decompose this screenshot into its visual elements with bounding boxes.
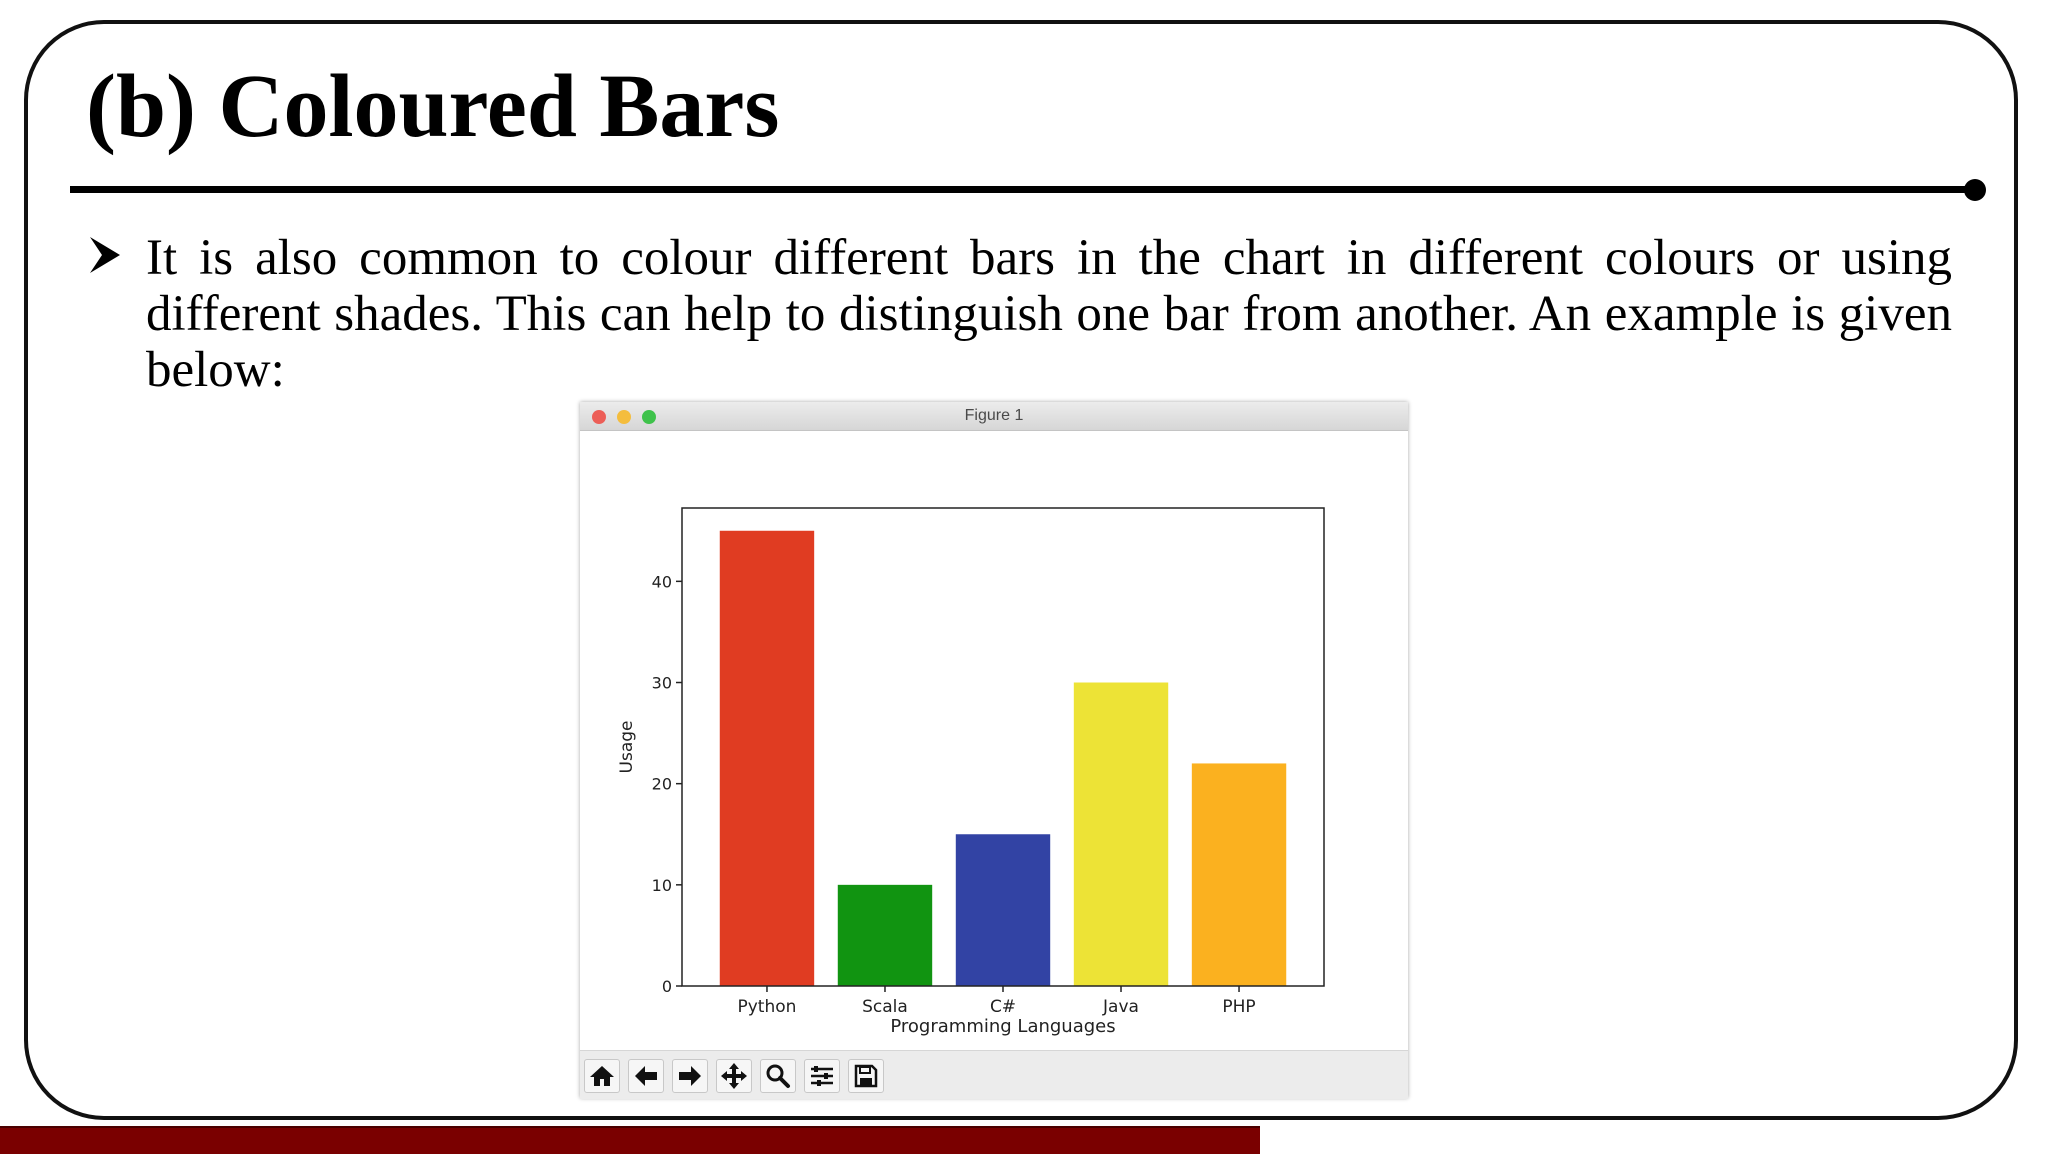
bars (719, 530, 1287, 986)
bullet-arrow-icon (90, 237, 120, 273)
x-tick-label: C# (990, 997, 1016, 1017)
save-button[interactable] (848, 1059, 884, 1093)
bar-python (719, 530, 815, 986)
home-icon (590, 1066, 614, 1086)
bar-c- (955, 834, 1051, 986)
y-tick-label: 20 (652, 775, 672, 794)
pan-button[interactable] (716, 1059, 752, 1093)
back-arrow-icon (635, 1066, 657, 1086)
back-button[interactable] (628, 1059, 664, 1093)
x-axis: Python Scala C# Java PHP (738, 986, 1256, 1017)
zoom-button[interactable] (760, 1059, 796, 1093)
footer-bar (0, 1126, 1260, 1154)
bullet-text: It is also common to colour different ba… (146, 230, 1952, 398)
title-underline (70, 186, 1972, 193)
bar-scala (837, 884, 933, 986)
save-icon (854, 1064, 878, 1088)
minimize-window-button[interactable] (617, 410, 631, 424)
bar-chart: 0 10 20 30 40 Python Scala C# Java PHP Programmi… (617, 507, 1325, 1037)
y-tick-label: 10 (652, 876, 672, 895)
zoom-icon (766, 1064, 790, 1088)
y-tick-label: 0 (662, 977, 672, 996)
x-tick-label: Scala (862, 997, 908, 1017)
window-title: Figure 1 (964, 407, 1024, 424)
title-underline-dot (1964, 179, 1986, 201)
plot-frame (681, 507, 1325, 987)
pan-icon (721, 1063, 747, 1089)
slide-frame (24, 20, 2018, 1120)
bar-java (1073, 682, 1169, 986)
window-titlebar[interactable]: Figure 1 (580, 402, 1408, 431)
x-tick-label: Java (1102, 997, 1139, 1017)
x-tick-label: PHP (1222, 997, 1255, 1017)
figure-window: Figure 1 0 10 20 30 40 Python Scala C# Java PHP … (580, 402, 1408, 1099)
slide-title: (b) Coloured Bars (86, 57, 780, 156)
y-axis: 0 10 20 30 40 (652, 572, 682, 996)
x-tick-label: Python (738, 997, 797, 1017)
forward-arrow-icon (679, 1066, 701, 1086)
configure-subplots-button[interactable] (804, 1059, 840, 1093)
x-axis-label: Programming Languages (890, 1016, 1115, 1037)
y-tick-label: 30 (652, 674, 672, 693)
configure-subplots-icon (811, 1066, 833, 1086)
maximize-window-button[interactable] (642, 410, 656, 424)
y-axis-label: Usage (617, 721, 637, 774)
bar-php (1191, 763, 1287, 986)
figure-toolbar (580, 1050, 1408, 1099)
close-window-button[interactable] (592, 410, 606, 424)
y-tick-label: 40 (652, 572, 672, 591)
home-button[interactable] (584, 1059, 620, 1093)
forward-button[interactable] (672, 1059, 708, 1093)
